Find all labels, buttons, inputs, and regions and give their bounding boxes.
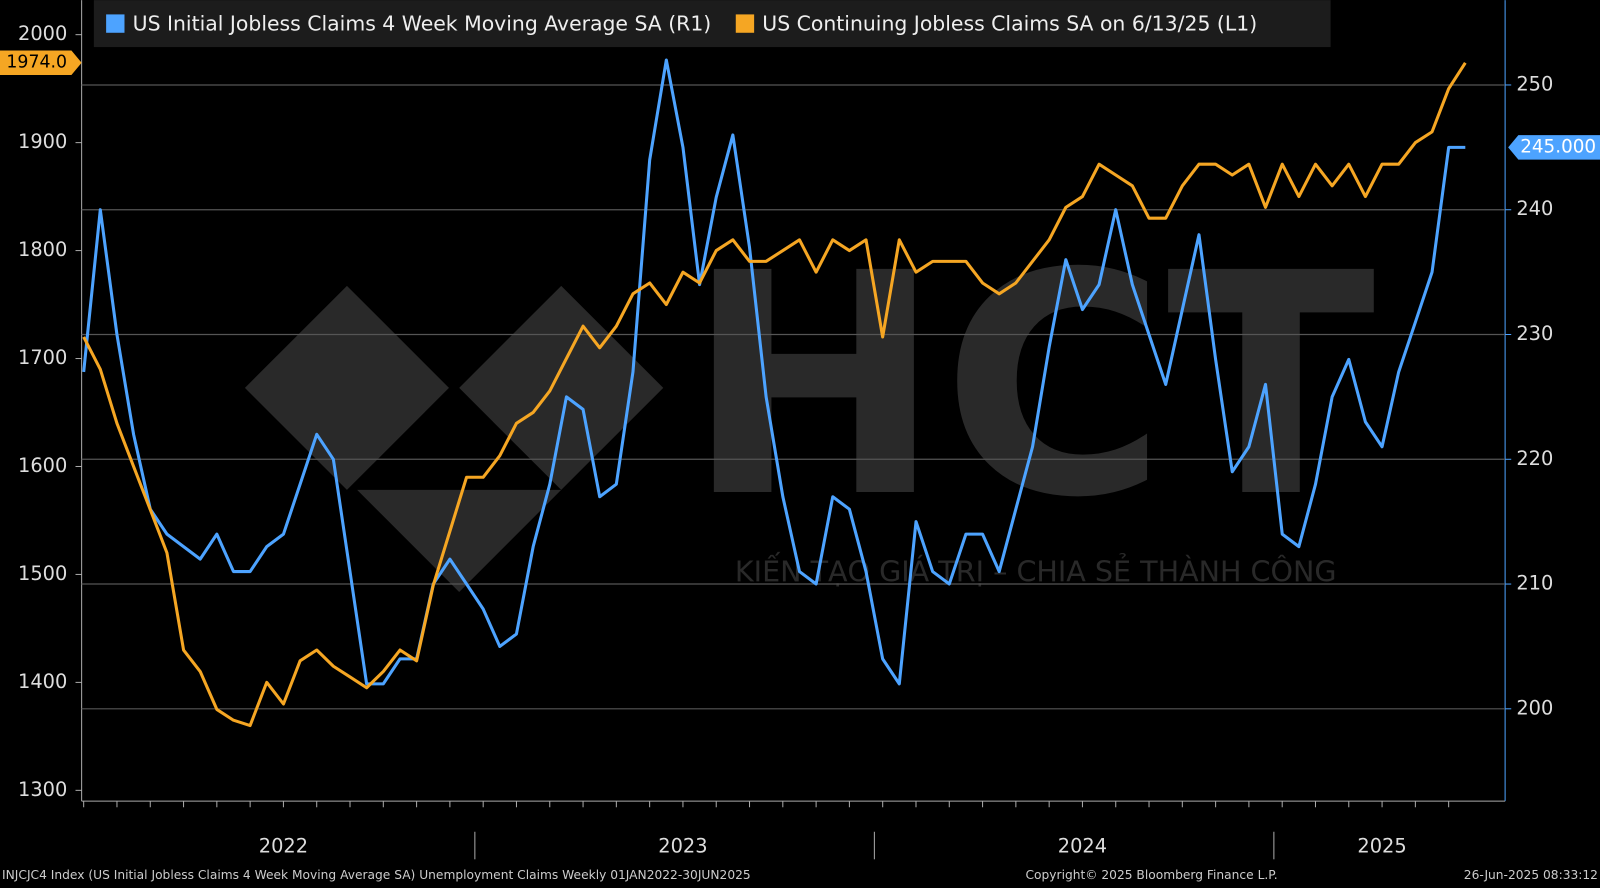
legend-swatch xyxy=(106,14,125,33)
y-tick-label: 1900 xyxy=(18,130,67,153)
legend: US Initial Jobless Claims 4 Week Moving … xyxy=(106,12,1257,36)
value-tag xyxy=(1508,135,1600,160)
value-tag xyxy=(0,50,82,75)
footer-copyright: Copyright© 2025 Bloomberg Finance L.P. xyxy=(1026,868,1278,882)
y2-tick-label: 230 xyxy=(1516,322,1553,345)
y2-tick-label: 200 xyxy=(1516,696,1553,719)
y-tick-label: 1800 xyxy=(18,238,67,261)
legend-box xyxy=(93,0,1331,48)
y-tick-label: 2000 xyxy=(18,22,67,45)
x-tick-label: 2024 xyxy=(1058,835,1107,858)
y2-tick-label: 250 xyxy=(1516,72,1553,95)
y-tick-label: 1500 xyxy=(18,562,67,585)
footer-timestamp: 26-Jun-2025 08:33:12 xyxy=(1464,868,1598,882)
y-tick-label: 1700 xyxy=(18,346,67,369)
y-tick-label: 1300 xyxy=(18,778,67,801)
value-tag-label: 245.000 xyxy=(1520,136,1596,157)
y2-tick-label: 220 xyxy=(1516,447,1553,470)
legend-label: US Continuing Jobless Claims SA on 6/13/… xyxy=(762,12,1257,36)
legend-label: US Initial Jobless Claims 4 Week Moving … xyxy=(133,12,712,36)
y2-tick-label: 240 xyxy=(1516,197,1553,220)
x-tick-label: 2023 xyxy=(658,835,707,858)
series-line xyxy=(82,58,1466,686)
watermark-shape xyxy=(357,489,562,592)
y-tick-label: 1400 xyxy=(18,670,67,693)
watermark-logo: HCT xyxy=(686,209,1377,565)
footer-source: INJCJC4 Index (US Initial Jobless Claims… xyxy=(2,868,751,882)
value-tag-label: 1974.0 xyxy=(6,53,67,73)
y-tick-label: 1600 xyxy=(18,454,67,477)
x-tick-label: 2025 xyxy=(1357,835,1406,858)
watermark-shape xyxy=(244,285,449,490)
y2-tick-label: 210 xyxy=(1516,572,1553,595)
watermark-slogan: KIẾN TẠO GIÁ TRỊ – CHIA SẺ THÀNH CÔNG xyxy=(735,552,1337,589)
legend-swatch xyxy=(735,14,755,33)
x-tick-label: 2022 xyxy=(259,835,308,858)
series-line xyxy=(82,61,1467,728)
